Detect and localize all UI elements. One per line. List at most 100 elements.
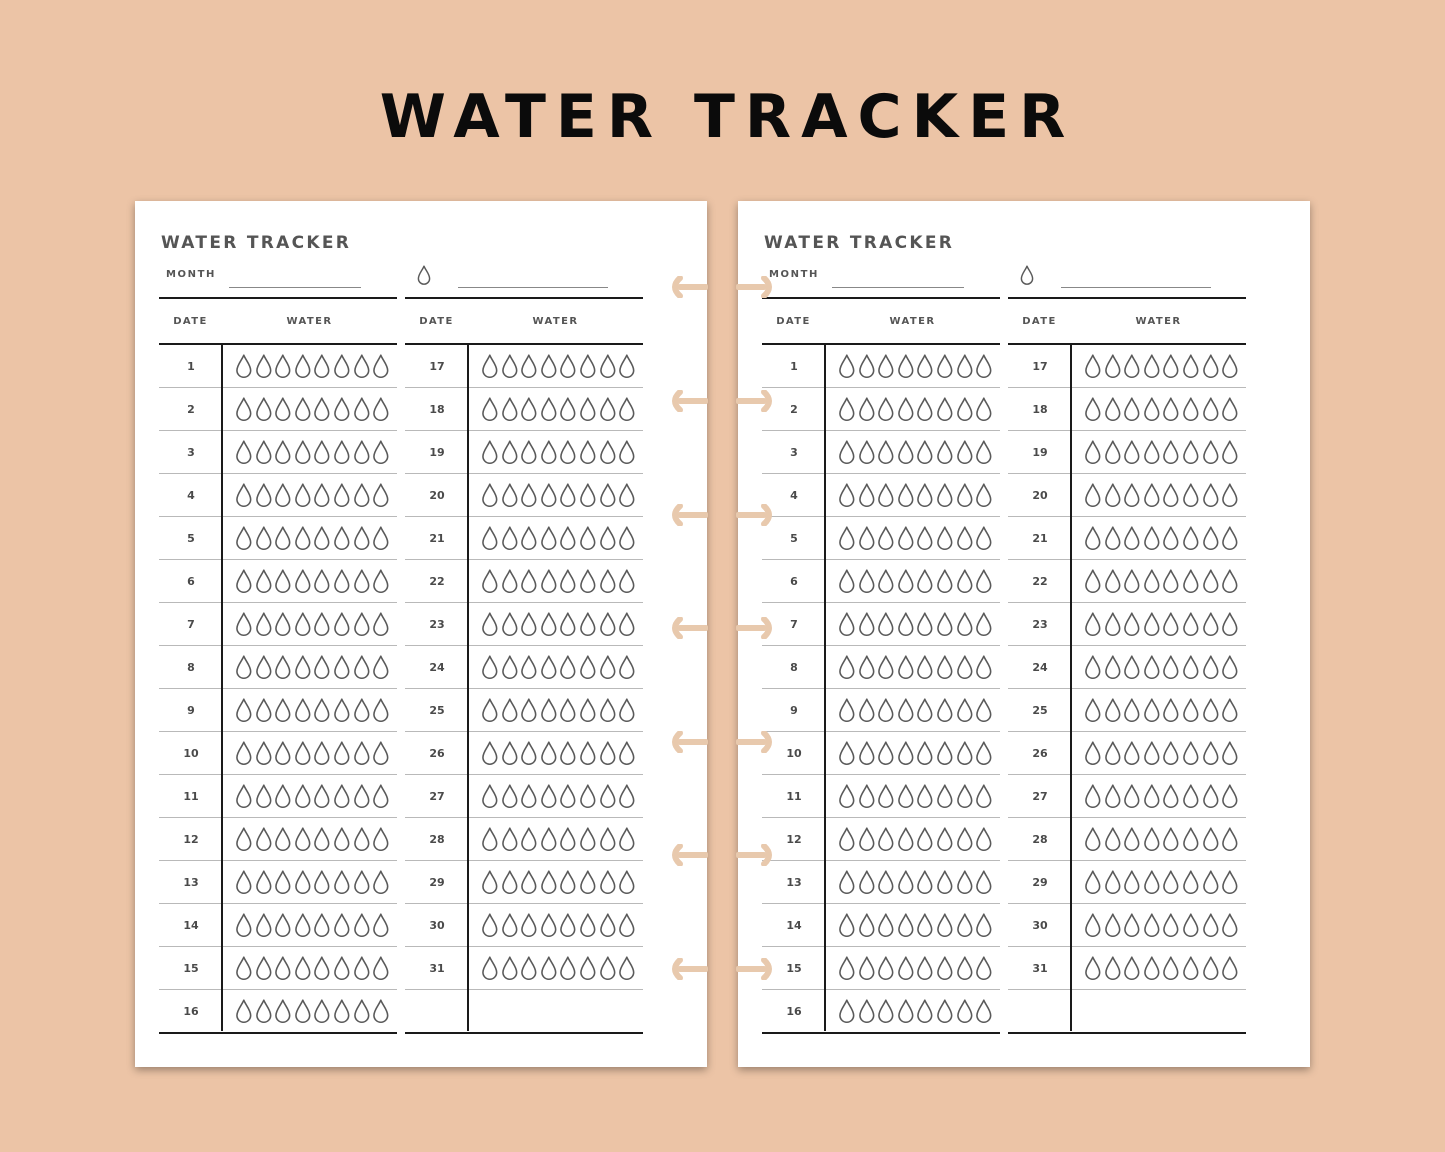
water-drop-icon[interactable] <box>1083 482 1103 508</box>
water-drop-icon[interactable] <box>598 826 618 852</box>
water-drop-icon[interactable] <box>1122 740 1142 766</box>
water-drop-icon[interactable] <box>1103 525 1123 551</box>
water-drop-icon[interactable] <box>935 396 955 422</box>
water-drop-icon[interactable] <box>1103 912 1123 938</box>
water-drop-icon[interactable] <box>857 826 877 852</box>
water-drop-icon[interactable] <box>273 396 293 422</box>
water-drop-icon[interactable] <box>273 783 293 809</box>
water-drop-icon[interactable] <box>578 869 598 895</box>
water-drop-icon[interactable] <box>857 611 877 637</box>
water-drop-icon[interactable] <box>974 740 994 766</box>
water-drop-icon[interactable] <box>273 826 293 852</box>
water-drop-icon[interactable] <box>312 783 332 809</box>
water-drop-icon[interactable] <box>915 697 935 723</box>
water-drop-icon[interactable] <box>1161 869 1181 895</box>
water-drop-icon[interactable] <box>312 740 332 766</box>
water-drop-icon[interactable] <box>371 482 391 508</box>
water-drop-icon[interactable] <box>352 396 372 422</box>
water-drop-icon[interactable] <box>837 740 857 766</box>
water-drop-icon[interactable] <box>254 654 274 680</box>
water-drop-icon[interactable] <box>896 439 916 465</box>
water-drop-icon[interactable] <box>519 482 539 508</box>
water-drop-icon[interactable] <box>273 654 293 680</box>
water-drop-icon[interactable] <box>371 740 391 766</box>
water-drop-icon[interactable] <box>1083 869 1103 895</box>
water-drop-icon[interactable] <box>617 783 637 809</box>
water-drop-icon[interactable] <box>1083 568 1103 594</box>
water-drop-icon[interactable] <box>480 783 500 809</box>
water-drop-icon[interactable] <box>598 740 618 766</box>
water-drop-icon[interactable] <box>598 611 618 637</box>
water-drop-icon[interactable] <box>915 955 935 981</box>
water-drop-icon[interactable] <box>234 525 254 551</box>
water-drop-icon[interactable] <box>955 396 975 422</box>
water-drop-icon[interactable] <box>876 396 896 422</box>
water-drop-icon[interactable] <box>539 482 559 508</box>
water-drop-icon[interactable] <box>1201 568 1221 594</box>
water-drop-icon[interactable] <box>1161 912 1181 938</box>
water-drop-icon[interactable] <box>974 912 994 938</box>
water-drop-icon[interactable] <box>1201 482 1221 508</box>
water-drop-icon[interactable] <box>234 912 254 938</box>
water-drop-icon[interactable] <box>1083 912 1103 938</box>
water-drop-icon[interactable] <box>974 654 994 680</box>
water-drop-icon[interactable] <box>1122 654 1142 680</box>
water-drop-icon[interactable] <box>558 783 578 809</box>
water-drop-icon[interactable] <box>273 353 293 379</box>
water-drop-icon[interactable] <box>876 654 896 680</box>
water-drop-icon[interactable] <box>312 482 332 508</box>
water-drop-icon[interactable] <box>598 697 618 723</box>
water-drop-icon[interactable] <box>371 955 391 981</box>
water-drop-icon[interactable] <box>519 955 539 981</box>
water-drop-icon[interactable] <box>332 439 352 465</box>
water-drop-icon[interactable] <box>1201 353 1221 379</box>
water-drop-icon[interactable] <box>578 525 598 551</box>
water-drop-icon[interactable] <box>558 654 578 680</box>
water-drop-icon[interactable] <box>332 654 352 680</box>
water-drop-icon[interactable] <box>539 525 559 551</box>
water-drop-icon[interactable] <box>480 955 500 981</box>
water-drop-icon[interactable] <box>1201 783 1221 809</box>
water-drop-icon[interactable] <box>312 353 332 379</box>
water-drop-icon[interactable] <box>293 439 313 465</box>
water-drop-icon[interactable] <box>273 611 293 637</box>
water-drop-icon[interactable] <box>1122 568 1142 594</box>
water-drop-icon[interactable] <box>254 568 274 594</box>
water-drop-icon[interactable] <box>578 697 598 723</box>
water-drop-icon[interactable] <box>1161 525 1181 551</box>
water-drop-icon[interactable] <box>254 783 274 809</box>
water-drop-icon[interactable] <box>1220 955 1240 981</box>
water-drop-icon[interactable] <box>876 826 896 852</box>
water-drop-icon[interactable] <box>857 396 877 422</box>
water-drop-icon[interactable] <box>1181 869 1201 895</box>
water-drop-icon[interactable] <box>1220 439 1240 465</box>
water-drop-icon[interactable] <box>955 998 975 1024</box>
water-drop-icon[interactable] <box>332 783 352 809</box>
water-drop-icon[interactable] <box>935 697 955 723</box>
water-drop-icon[interactable] <box>1142 740 1162 766</box>
water-drop-icon[interactable] <box>1201 525 1221 551</box>
water-drop-icon[interactable] <box>254 998 274 1024</box>
water-drop-icon[interactable] <box>955 697 975 723</box>
water-drop-icon[interactable] <box>254 353 274 379</box>
water-drop-icon[interactable] <box>254 482 274 508</box>
water-drop-icon[interactable] <box>519 912 539 938</box>
water-drop-icon[interactable] <box>293 568 313 594</box>
water-drop-icon[interactable] <box>558 697 578 723</box>
water-drop-icon[interactable] <box>837 525 857 551</box>
water-drop-icon[interactable] <box>935 783 955 809</box>
water-drop-icon[interactable] <box>1161 654 1181 680</box>
water-drop-icon[interactable] <box>1220 525 1240 551</box>
water-drop-icon[interactable] <box>857 912 877 938</box>
water-drop-icon[interactable] <box>1220 912 1240 938</box>
water-drop-icon[interactable] <box>254 697 274 723</box>
water-drop-icon[interactable] <box>955 869 975 895</box>
water-drop-icon[interactable] <box>1122 353 1142 379</box>
water-drop-icon[interactable] <box>1201 740 1221 766</box>
water-drop-icon[interactable] <box>955 525 975 551</box>
water-drop-icon[interactable] <box>519 353 539 379</box>
water-drop-icon[interactable] <box>1142 396 1162 422</box>
water-drop-icon[interactable] <box>876 439 896 465</box>
water-drop-icon[interactable] <box>312 955 332 981</box>
water-drop-icon[interactable] <box>500 740 520 766</box>
